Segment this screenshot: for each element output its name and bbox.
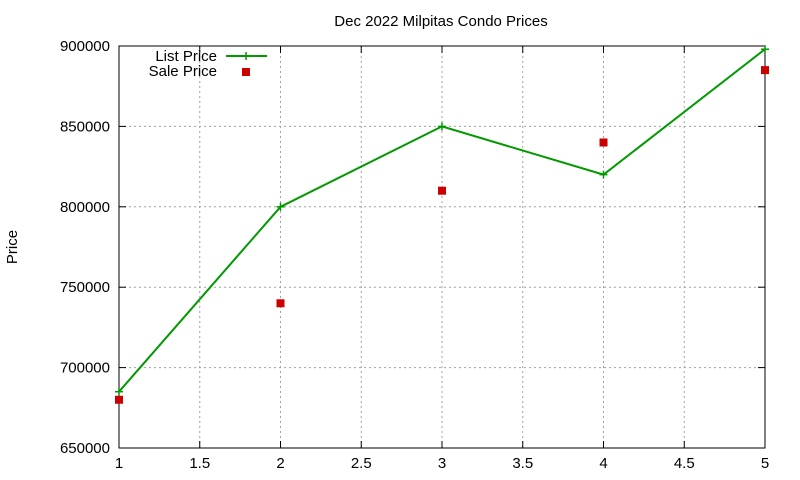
data-point — [115, 395, 123, 404]
data-point — [761, 45, 769, 54]
legend: List Price Sale Price — [149, 48, 267, 80]
data-point — [599, 170, 608, 179]
x-tick-label: 3.5 — [512, 455, 533, 472]
data-point — [115, 387, 123, 396]
data-point — [599, 138, 608, 147]
x-tick-label: 4 — [599, 455, 607, 472]
legend-label-list-price: List Price — [155, 48, 217, 65]
series-sale-price — [115, 66, 769, 404]
legend-marker — [242, 68, 250, 76]
data-point — [276, 202, 285, 211]
data-point — [761, 66, 769, 75]
x-tick-label: 5 — [761, 455, 769, 472]
y-tick-label: 850000 — [60, 118, 110, 135]
y-tick-label: 900000 — [60, 38, 110, 55]
chart-title: Dec 2022 Milpitas Condo Prices — [334, 13, 547, 30]
axis-ticks — [118, 45, 766, 449]
data-point — [276, 299, 285, 308]
x-tick-label: 2 — [276, 455, 284, 472]
x-tick-label: 2.5 — [351, 455, 372, 472]
y-axis-label: Price — [4, 230, 21, 264]
x-tick-label: 1.5 — [189, 455, 210, 472]
x-tick-labels: 1 1.5 2 2.5 3 3.5 4 4.5 5 — [115, 455, 769, 472]
data-point — [438, 122, 446, 131]
legend-swatch-list-price — [226, 52, 267, 60]
data-point — [438, 186, 446, 195]
x-tick-label: 3 — [438, 455, 446, 472]
x-tick-label: 4.5 — [674, 455, 695, 472]
legend-label-sale-price: Sale Price — [149, 63, 217, 80]
y-tick-label: 750000 — [60, 279, 110, 296]
x-tick-label: 1 — [115, 455, 123, 472]
legend-marker — [242, 52, 250, 60]
series — [115, 45, 769, 404]
y-tick-label: 650000 — [60, 440, 110, 457]
y-tick-label: 700000 — [60, 360, 110, 377]
y-tick-labels: 650000 700000 750000 800000 850000 900000 — [60, 38, 110, 457]
y-tick-label: 800000 — [60, 199, 110, 216]
series-list-price — [115, 45, 769, 396]
legend-swatch-sale-price — [242, 68, 250, 76]
